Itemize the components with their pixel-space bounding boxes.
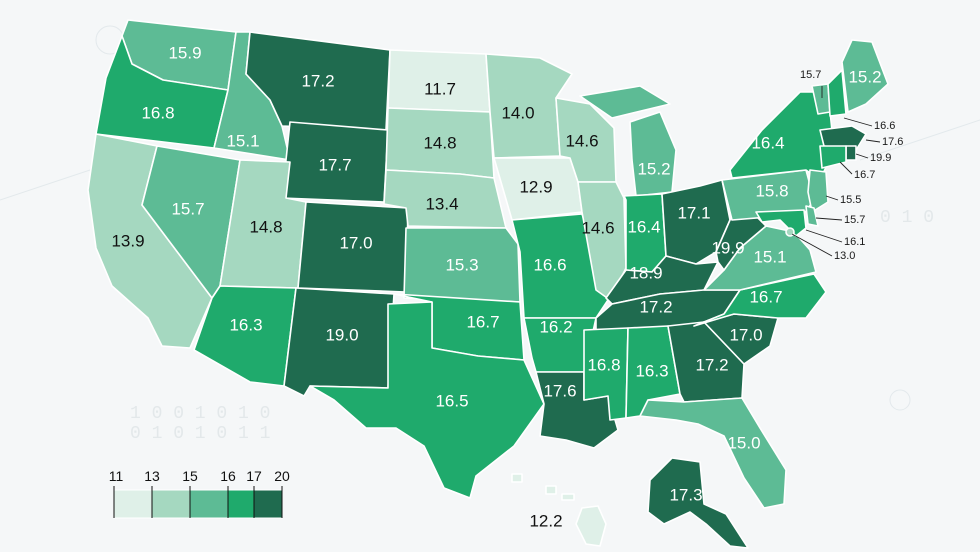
value-label-sc: 17.0 — [729, 325, 762, 344]
value-label-ny: 16.4 — [751, 133, 784, 152]
value-label-va: 15.1 — [753, 247, 786, 266]
legend-tick-13: 13 — [144, 468, 160, 484]
value-label-hi: 12.2 — [529, 511, 562, 530]
value-label-il: 14.6 — [581, 218, 614, 237]
value-label-nm: 19.0 — [325, 325, 358, 344]
value-label-az: 16.3 — [229, 315, 262, 334]
callout-label-ri: 19.9 — [870, 152, 891, 164]
value-label-nd: 11.7 — [424, 79, 456, 98]
callout-label-dc: 13.0 — [834, 250, 855, 262]
value-label-co: 17.0 — [339, 233, 372, 252]
state-ct[interactable] — [819, 145, 847, 169]
state-ma[interactable] — [819, 125, 867, 151]
callout-label-nh: 16.6 — [874, 120, 895, 132]
legend-swatch-17-20 — [253, 489, 283, 519]
state-nj[interactable] — [807, 169, 829, 213]
legend-tick-17: 17 — [246, 468, 262, 484]
value-label-fl: 15.0 — [727, 433, 760, 452]
value-label-ms: 16.8 — [587, 355, 620, 374]
value-label-tn: 17.2 — [639, 297, 672, 316]
callout-label-nj: 15.5 — [840, 194, 861, 206]
value-label-mi: 15.2 — [637, 159, 670, 178]
background-decoration: 1 0 0 1 0 1 0 0 1 0 1 0 1 1 0 1 0 — [0, 25, 980, 444]
value-label-ky: 18.9 — [629, 263, 662, 282]
value-label-nc: 16.7 — [749, 287, 782, 306]
value-label-ok: 16.7 — [466, 312, 499, 331]
value-label-wv: 19.9 — [711, 238, 744, 257]
callout-label-md: 16.1 — [844, 236, 865, 248]
legend-tick-16: 16 — [220, 468, 236, 484]
state-hi[interactable] — [511, 473, 607, 547]
value-label-oh: 17.1 — [677, 203, 710, 222]
value-label-mt: 17.2 — [301, 71, 334, 90]
value-label-wy: 17.7 — [318, 155, 351, 174]
state-fl[interactable] — [639, 397, 787, 509]
value-label-in: 16.4 — [627, 217, 660, 236]
value-label-ut: 14.8 — [249, 217, 282, 236]
value-label-ar: 16.2 — [539, 317, 572, 336]
value-label-wa: 15.9 — [168, 43, 201, 62]
legend-swatch-16-17 — [227, 489, 255, 519]
legend-swatch-11-13 — [113, 489, 153, 519]
value-label-la: 17.6 — [543, 381, 576, 400]
value-label-ga: 17.2 — [695, 355, 728, 374]
callout-label-de: 15.7 — [844, 214, 865, 226]
value-label-tx: 16.5 — [435, 391, 468, 410]
value-label-ks: 15.3 — [445, 255, 478, 274]
value-label-id: 15.1 — [226, 131, 259, 150]
legend: 11 13 15 16 17 20 — [109, 468, 290, 519]
state-tx[interactable] — [309, 301, 545, 499]
callout-label-ma: 17.6 — [882, 136, 903, 148]
value-label-ak: 17.3 — [669, 485, 702, 504]
state-ak[interactable] — [647, 457, 749, 549]
state-ks[interactable] — [403, 227, 521, 303]
value-label-ne: 13.4 — [425, 194, 458, 213]
value-label-mo: 16.6 — [533, 255, 566, 274]
state-de[interactable] — [805, 205, 819, 227]
value-label-ca: 13.9 — [111, 231, 144, 250]
value-label-mn: 14.0 — [501, 103, 534, 122]
callout-label-ct: 16.7 — [854, 169, 875, 181]
legend-tick-15: 15 — [182, 468, 198, 484]
value-label-sd: 14.8 — [423, 133, 456, 152]
state-ri[interactable] — [845, 145, 857, 161]
state-nc[interactable] — [693, 273, 827, 327]
legend-tick-20: 20 — [274, 468, 290, 484]
value-label-ia: 12.9 — [519, 177, 552, 196]
value-label-al: 16.3 — [635, 361, 668, 380]
value-label-nv: 15.7 — [171, 199, 204, 218]
state-nh[interactable] — [827, 69, 847, 117]
legend-tick-11: 11 — [109, 468, 124, 484]
value-label-me: 15.2 — [848, 67, 881, 86]
legend-swatch-13-15 — [151, 489, 191, 519]
state-me[interactable] — [841, 39, 889, 113]
callout-label-vt: 15.7 — [800, 69, 821, 81]
svg-text:0 1 0 1 0 1 1: 0 1 0 1 0 1 1 — [130, 424, 270, 444]
svg-text:0 1 0: 0 1 0 — [880, 208, 934, 228]
value-label-pa: 15.8 — [755, 181, 788, 200]
value-label-wi: 14.6 — [565, 131, 598, 150]
legend-swatch-15-16 — [189, 489, 229, 519]
value-label-or: 16.8 — [141, 103, 174, 122]
svg-text:1 0 0 1 0 1 0: 1 0 0 1 0 1 0 — [130, 404, 270, 424]
state-ne[interactable] — [383, 169, 507, 229]
